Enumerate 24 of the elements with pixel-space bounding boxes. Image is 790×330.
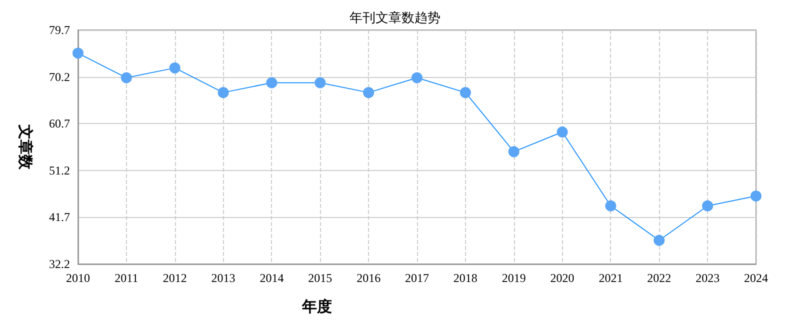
x-tick-label: 2012 [162,271,187,285]
x-tick-label: 2020 [550,271,574,285]
x-tick-label: 2019 [502,271,526,285]
x-tick-label: 2017 [405,271,429,285]
y-tick-label: 41.7 [49,210,70,224]
y-tick-label: 32.2 [49,257,70,271]
x-tick-label: 2014 [260,271,284,285]
x-tick-label: 2010 [66,271,90,285]
x-tick-label: 2013 [211,271,236,285]
x-tick-label: 2016 [356,271,381,285]
x-tick-label: 2021 [598,271,623,285]
y-tick-label: 51.2 [49,163,70,178]
x-tick-label: 2022 [647,271,672,285]
x-tick-label: 2011 [114,271,138,285]
chart-title: 年刊文章数趋势 [350,10,440,25]
y-tick-label: 70.2 [49,70,70,84]
x-tick-label: 2023 [696,271,720,285]
x-tick-label: 2015 [308,271,332,285]
y-tick-label: 60.7 [49,116,70,131]
x-tick-label: 2024 [744,271,768,285]
y-tick-label: 79.7 [49,23,70,37]
x-axis-title: 年度 [301,298,332,316]
y-axis-title: 文章数 [16,124,34,170]
x-tick-label: 2018 [453,271,478,285]
